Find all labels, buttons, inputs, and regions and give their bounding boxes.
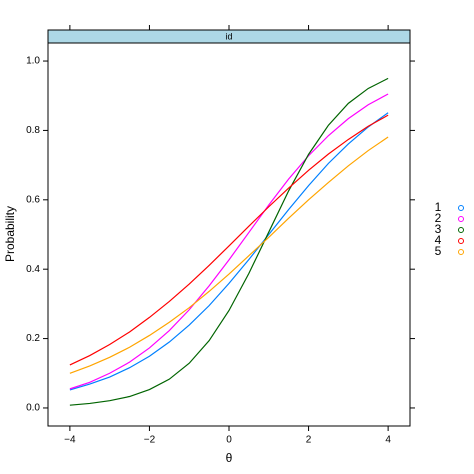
y-tick-label: 1.0 (26, 56, 40, 67)
series-line (69, 136, 389, 374)
series-line (69, 114, 389, 366)
y-tick-label: 0.8 (26, 125, 40, 136)
strip-label: id (225, 31, 232, 41)
legend-marker (458, 216, 464, 222)
legend-label: 5 (435, 244, 442, 258)
y-tick-label: 0.2 (26, 333, 40, 344)
series-line (69, 77, 389, 406)
y-tick-label: 0.4 (26, 264, 40, 275)
legend-label: 2 (435, 211, 442, 225)
legend-marker (458, 205, 464, 211)
x-axis-label: θ (226, 451, 233, 465)
y-tick-label: 0.6 (26, 194, 40, 205)
panel (47, 42, 411, 427)
y-tick-label: 0.0 (26, 403, 40, 414)
legend-label: 1 (435, 200, 442, 214)
x-tick-label: −4 (64, 435, 76, 446)
x-tick-label: 2 (306, 435, 312, 446)
series-line (69, 112, 389, 391)
y-axis-label: Probability (3, 206, 17, 262)
series-line (69, 93, 389, 390)
legend-marker (458, 238, 464, 244)
x-tick-label: 0 (226, 435, 232, 446)
legend-marker (458, 249, 464, 255)
legend-label: 3 (435, 222, 442, 236)
legend-label: 4 (435, 233, 442, 247)
x-tick-label: −2 (144, 435, 156, 446)
x-tick-label: 4 (385, 435, 391, 446)
legend-marker (458, 227, 464, 233)
